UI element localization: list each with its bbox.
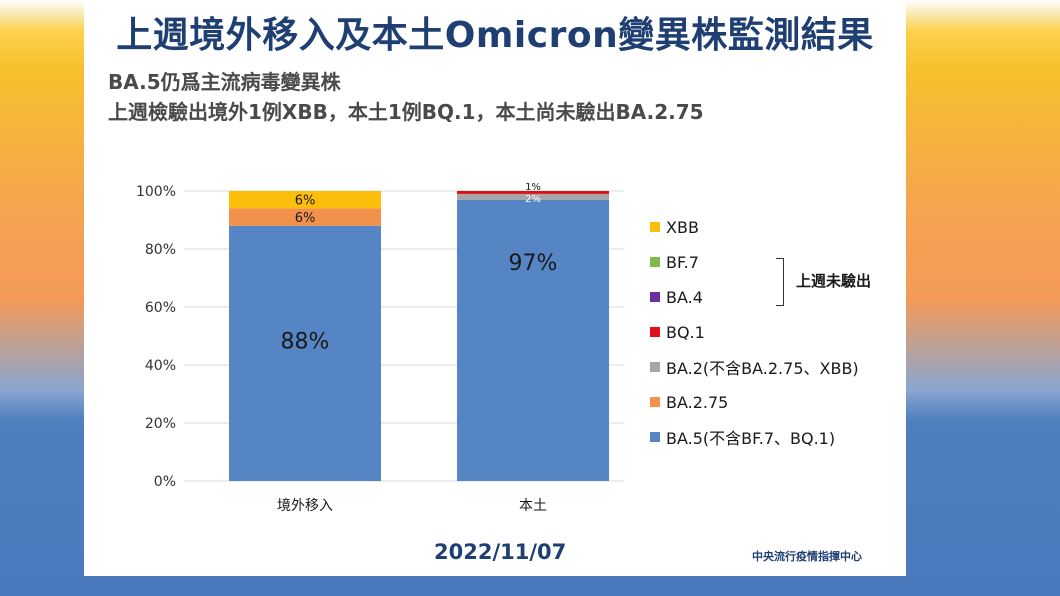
legend-swatch [650,327,660,337]
legend-swatch [650,257,660,267]
legend-item: BA.2.75 [650,391,728,413]
legend-label: XBB [666,217,699,237]
slide-card: 上週境外移入及本土Omicron變異株監測結果 BA.5仍爲主流病毒變異株 上週… [84,0,906,576]
legend-bracket-label: 上週未驗出 [796,272,872,290]
y-tick-label: 40% [145,358,176,374]
y-tick-label: 60% [145,300,176,316]
legend-item: BQ.1 [650,321,705,343]
y-tick-label: 0% [154,474,176,490]
legend-label: BA.4 [666,287,703,307]
data-label: 97% [509,251,558,276]
report-date: 2022/11/07 [434,540,567,564]
data-label: 2% [525,194,541,205]
stacked-bar-chart: 0% 20% 40% 60% 80% 100% 88% 6% 6% 境外移入 97% 2%1% 本土 [136,182,624,514]
bar-segment [229,208,381,226]
bar-segment [457,199,609,481]
legend-label: BQ.1 [666,322,705,342]
legend-swatch [650,292,660,302]
legend-item: BF.7 [650,251,699,273]
x-category-label: 本土 [519,498,547,514]
data-label: 6% [295,211,316,226]
bar-segment [229,191,381,209]
y-tick-label: 20% [145,416,176,432]
legend-label: BF.7 [666,252,699,272]
bar-segment [457,193,609,200]
legend-swatch [650,397,660,407]
data-label: 88% [281,329,330,354]
legend-swatch [650,362,660,372]
y-tick-label: 80% [145,242,176,258]
subtitle-line-2: 上週檢驗出境外1例XBB，本土1例BQ.1，本土尚未驗出BA.2.75 [108,100,704,124]
y-tick-label: 100% [136,184,176,200]
legend-swatch [650,222,660,232]
x-category-label: 境外移入 [277,498,333,514]
legend-label: BA.2(不含BA.2.75、XBB) [666,359,859,378]
subtitle-line-1: BA.5仍爲主流病毒變異株 [108,70,341,94]
legend-swatch [650,432,660,442]
legend-item: BA.4 [650,286,703,308]
legend-item: XBB [650,216,699,238]
legend-bracket [776,258,784,306]
bar-segment [229,225,381,481]
bar-segment [457,191,609,194]
page-title: 上週境外移入及本土Omicron變異株監測結果 [116,15,874,56]
data-label: 1% [525,182,541,193]
source-label: 中央流行疫情指揮中心 [752,550,862,563]
legend-item: BA.5(不含BF.7、BQ.1) [650,426,835,448]
legend-label: BA.2.75 [666,392,729,412]
legend-label: BA.5(不含BF.7、BQ.1) [666,429,836,448]
data-label: 6% [295,194,316,209]
legend-item: BA.2(不含BA.2.75、XBB) [650,356,859,378]
